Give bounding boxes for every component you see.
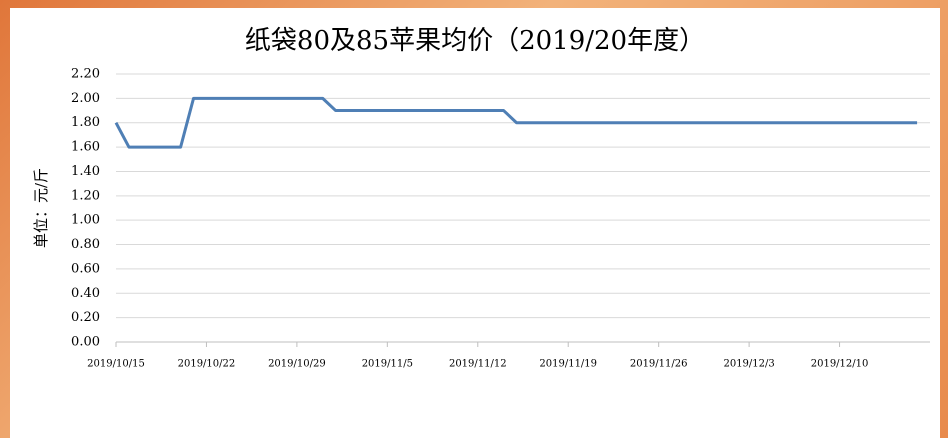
x-tick-label: 2019/11/12 xyxy=(449,359,507,370)
y-axis-label: 单位：元/斤 xyxy=(32,168,50,248)
y-tick-label: 0.80 xyxy=(71,237,100,252)
y-tick-label: 1.60 xyxy=(71,140,100,155)
chart-title: 纸袋80及85苹果均价（2019/20年度） xyxy=(245,26,705,56)
y-tick-label: 0.60 xyxy=(71,261,100,276)
y-tick-label: 0.40 xyxy=(71,286,100,301)
x-tick-label: 2019/12/10 xyxy=(811,359,869,370)
y-tick-label: 1.00 xyxy=(71,213,100,228)
y-tick-label: 1.80 xyxy=(71,115,100,130)
x-tick-label: 2019/11/19 xyxy=(539,359,597,370)
x-tick-label: 2019/10/22 xyxy=(178,359,236,370)
line-series xyxy=(114,96,918,149)
x-tick-label: 2019/10/15 xyxy=(87,359,145,370)
x-tick-label: 2019/12/3 xyxy=(723,359,774,370)
y-tick-label: 0.20 xyxy=(71,310,100,325)
x-tick-label: 2019/11/5 xyxy=(362,359,413,370)
y-tick-label: 1.40 xyxy=(71,164,100,179)
x-tick-label: 2019/10/29 xyxy=(268,359,326,370)
y-tick-label: 2.00 xyxy=(71,91,100,106)
chart: 纸袋80及85苹果均价（2019/20年度） 单位：元/斤 0.00 0.20 0.… xyxy=(10,8,940,438)
y-tick-label: 2.20 xyxy=(71,67,100,82)
y-tick-label: 0.00 xyxy=(71,335,100,350)
x-tick-label: 2019/11/26 xyxy=(630,359,688,370)
chart-background xyxy=(10,8,940,438)
y-tick-label: 1.20 xyxy=(71,188,100,203)
